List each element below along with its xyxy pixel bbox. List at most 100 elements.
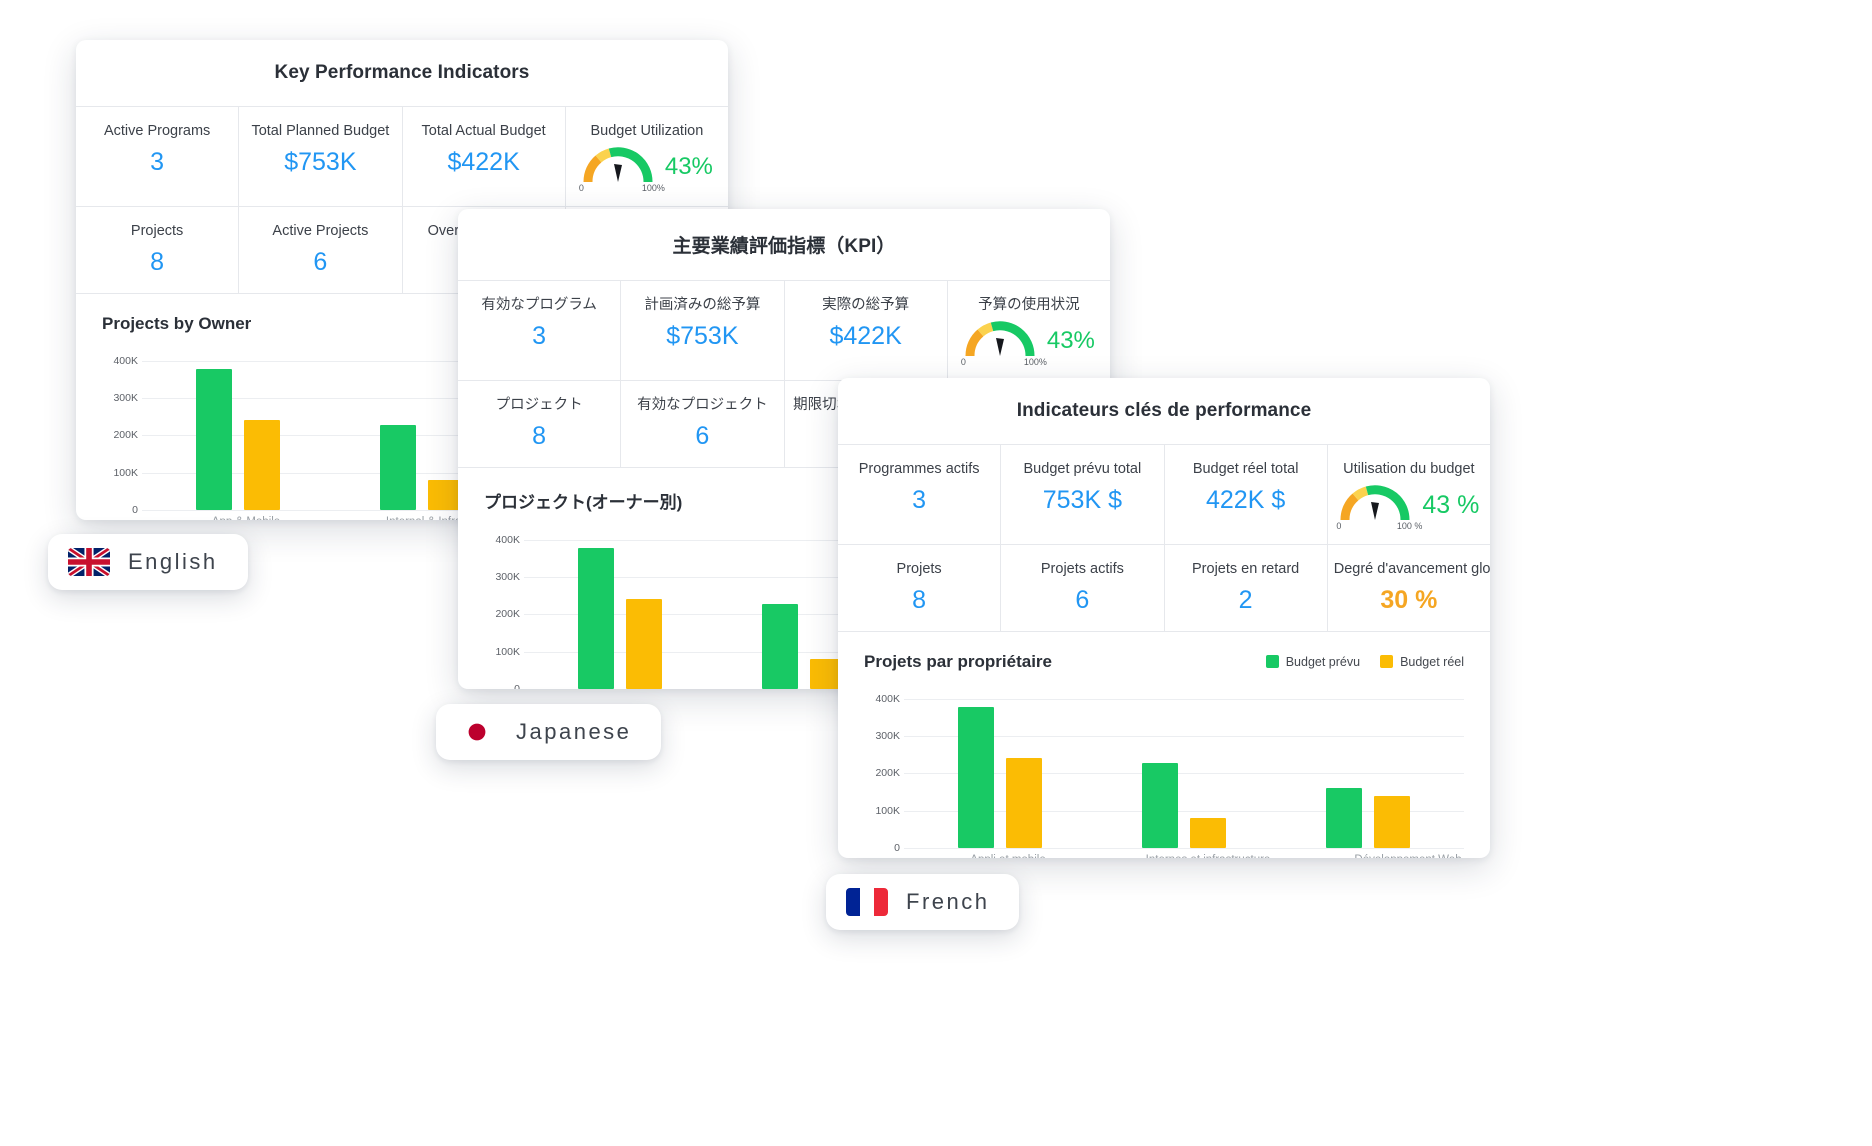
- flag-uk-icon: [68, 548, 110, 576]
- bar[interactable]: [379, 424, 417, 510]
- language-badge-french[interactable]: French: [826, 874, 1020, 930]
- kpi-label: Projets actifs: [1040, 561, 1124, 578]
- chart-legend: Budget prévu Budget réel: [1265, 655, 1464, 669]
- chart-gridlines: 0 100K 200K 300K 400K: [102, 350, 702, 516]
- kpi-cell-active-programs[interactable]: Active Programs 3: [76, 107, 240, 207]
- kpi-cell-projects[interactable]: Projects 8: [76, 207, 240, 293]
- y-axis-tick-label: 400K: [113, 354, 138, 367]
- kpi-cell-overall-completion-progress[interactable]: Degré d'avancement global 30 %: [1328, 545, 1490, 631]
- gauge-group: 0 100% 43%: [572, 144, 722, 194]
- kpi-cell-budget-utilization[interactable]: Budget Utilization 0 100% 43%: [566, 107, 728, 206]
- kpi-cell-active-projects[interactable]: 有効なプロジェクト 6: [621, 381, 785, 467]
- y-axis-tick-label: 0: [132, 503, 138, 516]
- gauge-icon: 0 100%: [960, 318, 1047, 368]
- kpi-cell-projects[interactable]: プロジェクト 8: [458, 381, 622, 467]
- kpi-value: 8: [912, 586, 927, 615]
- kpi-label: Utilisation du budget: [1343, 461, 1475, 477]
- kpi-cell-budget-utilization[interactable]: 予算の使用状況 0 100% 43%: [948, 281, 1110, 380]
- legend-item-planned[interactable]: Budget prévu: [1265, 655, 1360, 669]
- bar[interactable]: [1325, 788, 1363, 848]
- page-title-japanese: 主要業績評価指標（KPI）: [458, 209, 1110, 281]
- kpi-cell-active-projects[interactable]: Projets actifs 6: [1001, 545, 1165, 631]
- language-badge-english[interactable]: English: [48, 534, 248, 590]
- legend-swatch-yellow: [1380, 655, 1394, 669]
- gauge-max-label: 100 %: [1396, 521, 1423, 532]
- y-axis-tick-label: 100K: [495, 645, 520, 658]
- language-badge-label: English: [128, 549, 218, 574]
- x-axis-tick-label: Appli et mobile: [908, 854, 1108, 858]
- y-axis-tick-label: 200K: [495, 608, 520, 621]
- kpi-label: 計画済みの総予算: [644, 297, 761, 313]
- y-axis-tick-label: 0: [894, 841, 900, 854]
- legend-swatch-green: [1265, 655, 1279, 669]
- chart-gridlines: 0 100K 200K 300K 400K: [484, 529, 1084, 689]
- bar-chart: 0 100K 200K 300K 400K: [864, 688, 1464, 854]
- bar[interactable]: [243, 420, 281, 510]
- kpi-value: 6: [1075, 586, 1090, 615]
- kpi-label: 予算の使用状況: [978, 297, 1080, 313]
- bar[interactable]: [957, 707, 995, 848]
- bar-group: [1092, 688, 1276, 848]
- kpi-row-1-french: Programmes actifs 3 Budget prévu total 7…: [838, 445, 1490, 546]
- chart-title: プロジェクト(オーナー別): [484, 492, 683, 512]
- x-axis-tick-label: App & Mobile: [146, 516, 346, 520]
- kpi-cell-total-planned-budget[interactable]: Total Planned Budget $753K: [239, 107, 403, 207]
- kpi-cell-total-actual-budget[interactable]: Total Actual Budget $422K: [403, 107, 566, 207]
- kpi-value: 30 %: [1380, 586, 1438, 615]
- kpi-label: 有効なプログラム: [481, 297, 597, 313]
- gridline: [142, 472, 702, 474]
- kpi-cell-overdue-projects[interactable]: Projets en retard 2: [1165, 545, 1328, 631]
- kpi-label: Projets en retard: [1192, 561, 1300, 578]
- bar[interactable]: [625, 599, 663, 689]
- bar[interactable]: [1189, 817, 1227, 848]
- kpi-cell-projects[interactable]: Projets 8: [838, 545, 1002, 631]
- kpi-cell-active-programs[interactable]: 有効なプログラム 3: [458, 281, 622, 381]
- kpi-cell-total-planned-budget[interactable]: Budget prévu total 753K $: [1001, 445, 1165, 545]
- y-axis-tick-label: 100K: [875, 804, 900, 817]
- kpi-cell-budget-utilization[interactable]: Utilisation du budget 0 100 % 43 %: [1328, 445, 1490, 544]
- bar[interactable]: [577, 548, 615, 689]
- bar-chart: 0 100K 200K 300K 400K: [484, 529, 1084, 689]
- language-badge-japanese[interactable]: Japanese: [436, 704, 662, 760]
- kpi-label: Projects: [130, 223, 184, 240]
- chart-title: Projects by Owner: [102, 313, 252, 333]
- bar-group: [528, 529, 712, 689]
- gauge-min-label: 0: [1336, 521, 1342, 532]
- kpi-value: $422K: [829, 322, 902, 351]
- kpi-cell-total-planned-budget[interactable]: 計画済みの総予算 $753K: [621, 281, 785, 381]
- bar-series-container: [908, 688, 1460, 848]
- gauge-icon: 0 100 %: [1336, 482, 1422, 532]
- bar[interactable]: [1141, 762, 1179, 848]
- y-axis-tick-label: 200K: [113, 429, 138, 442]
- kpi-value: 753K $: [1042, 486, 1122, 515]
- kpi-value: 422K $: [1206, 486, 1286, 515]
- kpi-value: 3: [150, 148, 165, 177]
- gridline: [904, 810, 1464, 812]
- kpi-cell-active-programs[interactable]: Programmes actifs 3: [838, 445, 1002, 545]
- chart-header: Projets par propriétaire Budget prévu Bu…: [864, 652, 1464, 672]
- gridline: [904, 847, 1464, 849]
- legend-item-actual[interactable]: Budget réel: [1380, 655, 1464, 669]
- kpi-label: Budget Utilization: [590, 123, 704, 139]
- gauge-max-label: 100%: [1023, 357, 1047, 368]
- gauge-min-label: 0: [960, 357, 966, 368]
- gridline: [142, 360, 702, 362]
- bar[interactable]: [1373, 795, 1411, 848]
- gridline: [142, 398, 702, 400]
- kpi-cell-total-actual-budget[interactable]: Budget réel total 422K $: [1165, 445, 1328, 545]
- chart-gridlines: 0 100K 200K 300K 400K: [864, 688, 1464, 854]
- bar[interactable]: [1005, 758, 1043, 848]
- kpi-value: 8: [532, 422, 547, 451]
- chart-title: Projets par propriétaire: [864, 651, 1053, 671]
- kpi-value: 3: [532, 322, 547, 351]
- kpi-cell-active-projects[interactable]: Active Projects 6: [239, 207, 403, 293]
- kpi-label: 実際の総予算: [822, 297, 910, 313]
- kpi-card-french: Indicateurs clés de performance Programm…: [838, 378, 1490, 858]
- gauge-min-label: 0: [578, 183, 584, 194]
- bar[interactable]: [761, 603, 799, 689]
- kpi-cell-total-actual-budget[interactable]: 実際の総予算 $422K: [785, 281, 948, 381]
- gauge-value: 43%: [1046, 327, 1095, 355]
- x-axis-labels: Appli et mobileInternes et infrastructur…: [908, 854, 1490, 858]
- bar[interactable]: [195, 369, 233, 510]
- legend-label: Budget réel: [1400, 654, 1464, 669]
